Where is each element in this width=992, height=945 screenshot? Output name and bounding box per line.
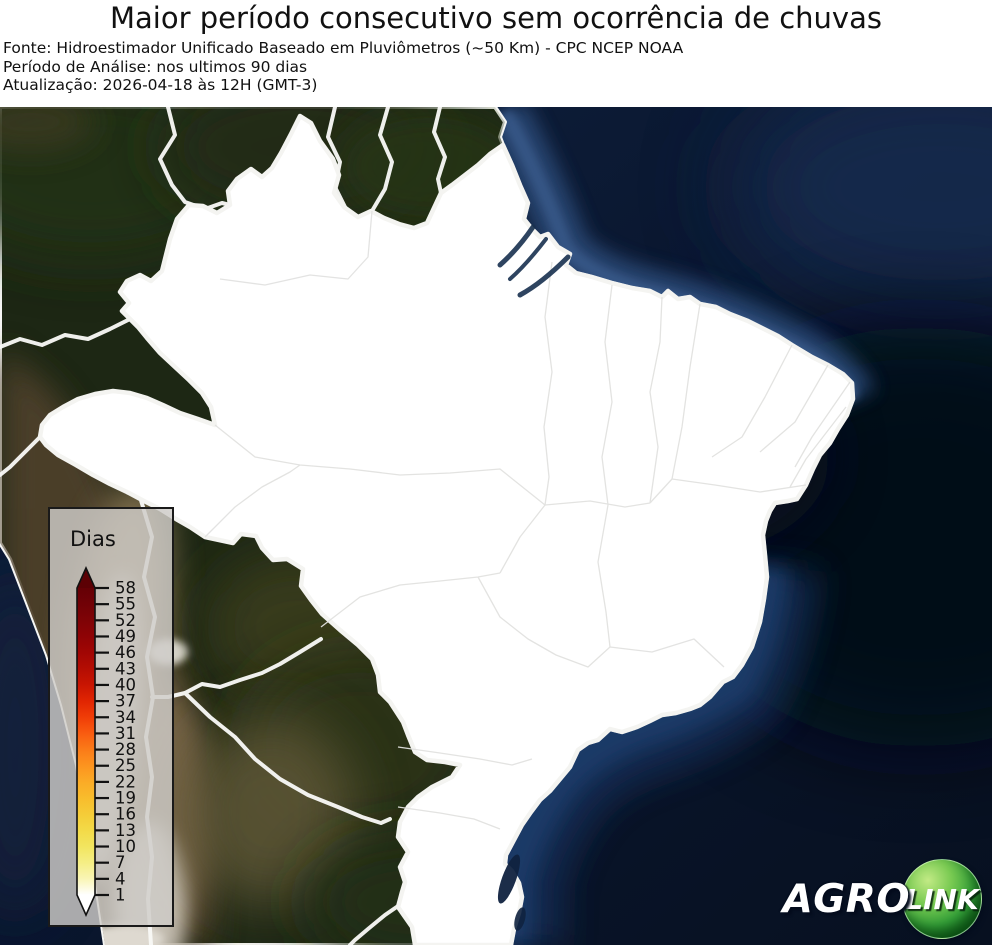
- ocean-light-patch: [730, 107, 992, 312]
- legend-tick-label: 37: [115, 692, 136, 711]
- legend-tick-label: 43: [115, 659, 136, 678]
- legend-tick-label: 13: [115, 821, 136, 840]
- border-bolivia-paraguay-argentina: [150, 637, 323, 699]
- legend-tick-label: 49: [115, 627, 136, 646]
- logo-text-agro: AGRO: [782, 876, 910, 922]
- legend-tick-label: 7: [115, 853, 126, 872]
- legend-tick-label: 52: [115, 611, 136, 630]
- agrolink-logo: AGRO LINK: [783, 859, 982, 939]
- amazon-river-mouth: [497, 224, 571, 298]
- lagoa-dos-patos: [497, 854, 521, 904]
- legend-tick-label: 46: [115, 643, 136, 662]
- border-guyana-suriname: [370, 107, 394, 213]
- legend-panel: Dias 58 55 52 49 46 43 40 37 34 31 28 25 22 19 16 13 10 7…: [48, 507, 174, 927]
- border-paraguay-argentina: [183, 691, 392, 825]
- source-line: Fonte: Hidroestimador Unificado Baseado …: [3, 39, 684, 57]
- border-venezuela-colombia: [158, 107, 232, 211]
- brazil-region: [37, 113, 856, 945]
- legend-tick-label: 1: [115, 886, 126, 905]
- border-peru-bolivia: [0, 435, 42, 477]
- legend-title: Dias: [70, 527, 116, 551]
- legend-tick-label: 31: [115, 724, 136, 743]
- colorbar-under-arrow: [77, 895, 95, 915]
- legend-tick-label: 22: [115, 772, 136, 791]
- legend-tick-label: 16: [115, 805, 136, 824]
- period-line: Período de Análise: nos ultimos 90 dias: [3, 57, 308, 76]
- colorbar-gradient: [77, 588, 95, 895]
- update-line: Atualização: 2026-04-18 às 12H (GMT-3): [3, 76, 318, 95]
- border-venezuela-guyana: [326, 107, 347, 209]
- legend-tick-label: 58: [115, 579, 136, 598]
- legend-tick-label: 4: [115, 869, 126, 888]
- border-uruguay-brazil: [348, 902, 403, 945]
- logo-green-ball: LINK: [902, 859, 982, 939]
- state-borders: [204, 210, 851, 830]
- border-colombia-peru: [0, 317, 132, 349]
- legend-tick-label: 19: [115, 789, 136, 808]
- legend-tick-label: 10: [115, 837, 136, 856]
- satellite-map: Dias 58 55 52 49 46 43 40 37 34 31 28 25 22 19 16 13 10 7…: [0, 107, 992, 945]
- map-canvas: [0, 107, 992, 945]
- page-title: Maior período consecutivo sem ocorrência…: [110, 1, 882, 35]
- legend-tick-label: 34: [115, 708, 136, 727]
- colorbar-over-arrow: [77, 568, 95, 588]
- legend-tick-label: 55: [115, 595, 136, 614]
- legend-tick-label: 25: [115, 756, 136, 775]
- logo-text-link: LINK: [905, 882, 979, 916]
- border-suriname-guiana: [432, 107, 447, 195]
- lagoa-mirim: [514, 907, 526, 931]
- legend-tick-label: 28: [115, 740, 136, 759]
- map-metadata: Fonte: Hidroestimador Unificado Baseado …: [3, 39, 683, 95]
- legend-tick-label: 40: [115, 675, 136, 694]
